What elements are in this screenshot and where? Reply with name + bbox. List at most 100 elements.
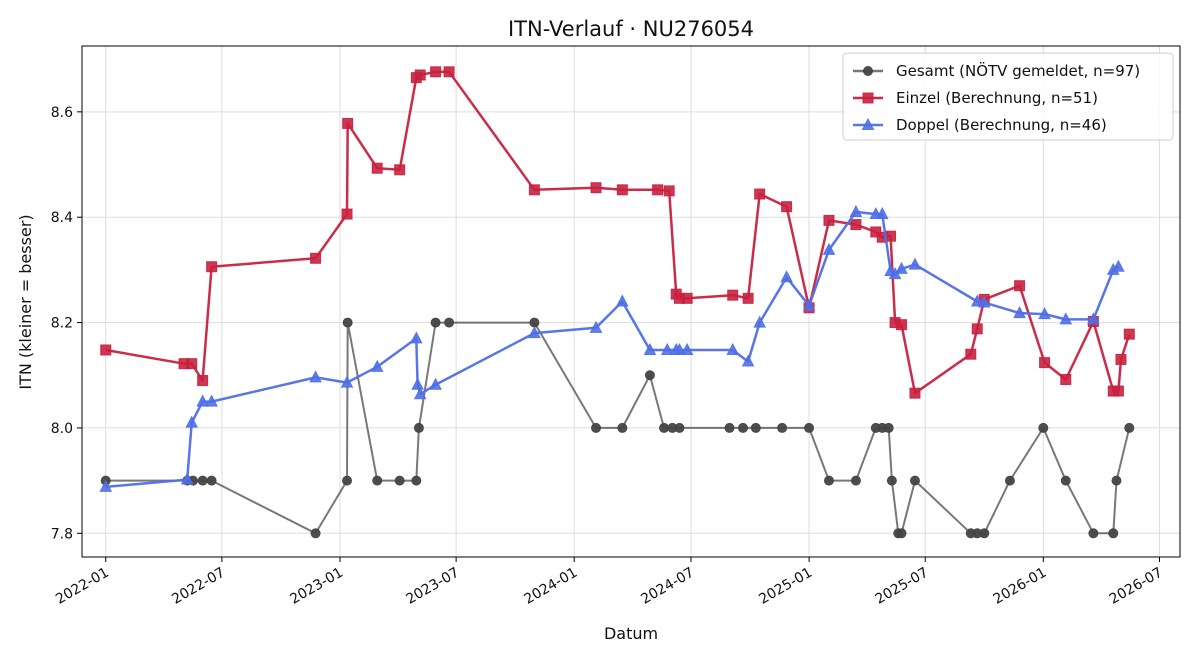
data-point bbox=[197, 475, 208, 486]
data-point bbox=[886, 475, 897, 486]
data-point bbox=[591, 422, 602, 433]
x-tick-label: 2022-07 bbox=[169, 565, 228, 608]
data-point bbox=[429, 377, 442, 390]
data-point bbox=[1038, 422, 1049, 433]
data-point bbox=[970, 294, 984, 307]
data-point bbox=[965, 348, 977, 360]
data-point bbox=[616, 294, 629, 307]
legend-entry: Doppel (Berechnung, n=46) bbox=[896, 116, 1107, 134]
data-point bbox=[741, 354, 755, 367]
data-point bbox=[1124, 422, 1135, 433]
data-point bbox=[1060, 475, 1071, 486]
data-point bbox=[1123, 328, 1135, 340]
data-point bbox=[590, 182, 602, 194]
data-point bbox=[1014, 280, 1026, 292]
data-point bbox=[1115, 353, 1127, 365]
data-point bbox=[1060, 373, 1072, 385]
data-point bbox=[896, 528, 907, 539]
data-point bbox=[589, 320, 603, 333]
data-point bbox=[206, 261, 218, 273]
data-point bbox=[443, 66, 455, 78]
x-tick-label: 2026-01 bbox=[991, 565, 1050, 608]
data-point bbox=[342, 117, 354, 129]
data-point bbox=[185, 415, 199, 428]
series-triangle bbox=[99, 204, 1125, 492]
x-tick-label: 2025-07 bbox=[873, 565, 932, 608]
plot-frame bbox=[81, 45, 1181, 558]
data-point bbox=[652, 184, 664, 196]
data-point bbox=[1039, 357, 1051, 369]
data-point bbox=[528, 184, 540, 196]
data-point bbox=[616, 184, 628, 196]
y-tick-label: 8.6 bbox=[51, 105, 73, 121]
data-point bbox=[370, 359, 384, 372]
data-point bbox=[971, 323, 983, 335]
data-point bbox=[823, 214, 835, 226]
data-point bbox=[909, 475, 920, 486]
data-point bbox=[1111, 475, 1122, 486]
data-point bbox=[737, 422, 748, 433]
data-point bbox=[341, 208, 353, 220]
legend-entry: Einzel (Berechnung, n=51) bbox=[896, 89, 1098, 107]
x-tick-label: 2026-07 bbox=[1107, 565, 1166, 608]
data-point bbox=[100, 344, 112, 356]
data-point bbox=[663, 185, 675, 197]
data-point bbox=[726, 342, 740, 355]
data-point bbox=[414, 69, 426, 81]
data-point bbox=[413, 422, 424, 433]
x-tick-label: 2023-07 bbox=[403, 565, 462, 608]
legend-marker bbox=[863, 66, 873, 76]
data-point bbox=[875, 206, 889, 220]
data-point bbox=[1013, 306, 1026, 319]
data-point bbox=[411, 475, 422, 486]
data-point bbox=[340, 375, 354, 388]
data-point bbox=[895, 261, 908, 274]
data-point bbox=[99, 479, 113, 492]
data-point bbox=[310, 528, 321, 539]
data-point bbox=[310, 252, 322, 264]
data-point bbox=[205, 394, 218, 407]
data-point bbox=[430, 317, 441, 328]
data-point bbox=[197, 375, 209, 387]
data-point bbox=[777, 422, 788, 433]
data-point bbox=[206, 475, 217, 486]
y-tick-label: 8.0 bbox=[51, 421, 73, 437]
data-point bbox=[309, 370, 322, 383]
series-circle bbox=[100, 317, 1135, 539]
chart-title: ITN-Verlauf · NU276054 bbox=[508, 17, 754, 41]
data-point bbox=[781, 201, 793, 213]
x-tick-label: 2023-01 bbox=[287, 565, 346, 608]
data-point bbox=[528, 326, 541, 339]
data-point bbox=[727, 289, 739, 301]
data-point bbox=[850, 475, 861, 486]
data-point bbox=[617, 422, 628, 433]
y-axis-label: ITN (kleiner = besser) bbox=[16, 214, 35, 389]
data-point bbox=[909, 387, 921, 399]
data-point bbox=[196, 394, 209, 407]
x-tick-label: 2024-01 bbox=[522, 565, 581, 608]
data-point bbox=[1108, 528, 1119, 539]
x-tick-label: 2025-01 bbox=[756, 565, 815, 608]
data-point bbox=[444, 317, 455, 328]
y-tick-label: 8.4 bbox=[51, 210, 73, 226]
data-point bbox=[1004, 475, 1015, 486]
data-point bbox=[1112, 259, 1125, 272]
data-point bbox=[413, 387, 427, 400]
series-layer bbox=[99, 66, 1135, 539]
y-tick-label: 8.2 bbox=[51, 316, 73, 332]
data-point bbox=[754, 188, 766, 200]
data-point bbox=[979, 528, 990, 539]
data-point bbox=[742, 292, 754, 304]
series-line bbox=[105, 70, 1131, 395]
data-point bbox=[673, 342, 686, 355]
data-point bbox=[180, 472, 194, 485]
data-point bbox=[1088, 528, 1099, 539]
data-point bbox=[660, 342, 674, 355]
data-point bbox=[394, 164, 406, 176]
legend-marker bbox=[862, 92, 874, 104]
data-point bbox=[1112, 385, 1124, 397]
data-point bbox=[804, 422, 815, 433]
data-point bbox=[724, 422, 735, 433]
x-axis-label: Datum bbox=[604, 624, 658, 643]
